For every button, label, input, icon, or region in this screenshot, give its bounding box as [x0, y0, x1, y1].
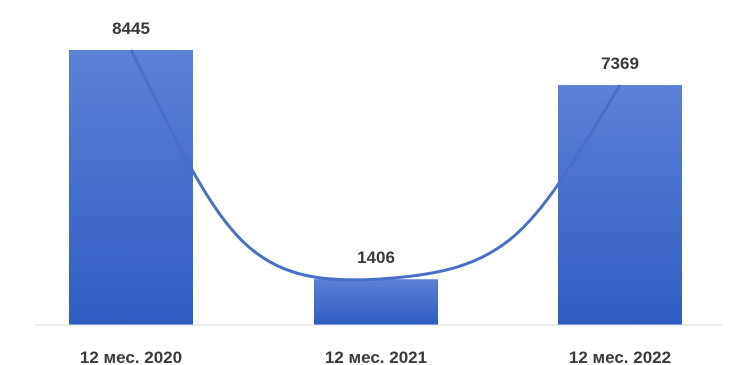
bars-layer: [69, 50, 682, 325]
trendline: [129, 49, 622, 282]
category-label-1: 12 мес. 2020: [80, 348, 182, 365]
bar-2: [314, 279, 438, 325]
category-label-3: 12 мес. 2022: [569, 348, 671, 365]
bar-3: [558, 85, 682, 325]
category-label-2: 12 мес. 2021: [325, 348, 427, 365]
bar-1: [69, 50, 193, 325]
data-labels-layer: 8445 1406 7369: [112, 19, 639, 267]
category-labels-layer: 12 мес. 2020 12 мес. 2021 12 мес. 2022: [80, 348, 671, 365]
data-label-3: 7369: [601, 54, 639, 73]
data-label-2: 1406: [357, 248, 395, 267]
data-label-1: 8445: [112, 19, 150, 38]
